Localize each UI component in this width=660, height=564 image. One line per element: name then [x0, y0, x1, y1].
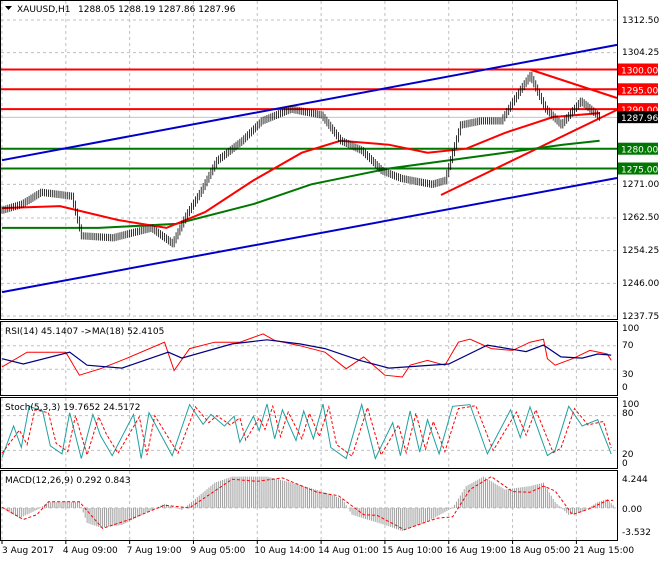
y-tick-label: 1304.25: [622, 48, 659, 58]
time-axis: 3 Aug 2017 4 Aug 09:00 7 Aug 19:00 9 Aug…: [2, 546, 634, 556]
macd-series: [1, 476, 614, 532]
x-tick-label: 15 Aug 10:00: [382, 546, 443, 556]
macd-panel-frame: [0, 470, 618, 541]
macd-title: MACD(12,26,9) 0.292 0.843: [5, 476, 131, 486]
stoch-main-line: [1, 402, 612, 460]
level-labels: 1300.00 1295.00 1290.00 1280.00 1275.00 …: [618, 63, 658, 176]
rsi-title: RSI(14) 45.1407 ->MA(18) 52.4105: [5, 327, 164, 337]
level-label-1300: 1300.00: [621, 67, 658, 77]
symbol-label: XAUUSD,H1: [17, 5, 71, 15]
moving-average-green: [2, 139, 600, 229]
ohlc-values: 1288.05 1288.19 1287.86 1287.96: [78, 5, 236, 15]
x-tick-label: 18 Aug 05:00: [510, 546, 571, 556]
x-tick-label: 3 Aug 2017: [2, 546, 54, 556]
collapse-triangle-icon[interactable]: [5, 6, 12, 10]
stoch-signal-line: [1, 404, 612, 458]
stoch-tick: 0: [622, 459, 628, 469]
macd-tick: 0.00: [622, 505, 642, 515]
y-tick-label: 1262.50: [622, 213, 659, 223]
y-tick-label: 1237.75: [622, 312, 659, 322]
rsi-tick: 0: [622, 383, 628, 393]
level-label-box: [618, 83, 658, 96]
price-overlays: [1, 43, 618, 294]
rsi-panel-frame: [0, 321, 618, 396]
current-price-label: 1287.96: [621, 114, 658, 124]
x-tick-label: 4 Aug 09:00: [63, 546, 118, 556]
x-tick-label: 7 Aug 19:00: [127, 546, 182, 556]
channel-upper-line: [1, 43, 618, 162]
triangle-upper-line: [529, 68, 618, 99]
level-label-box: [618, 63, 658, 76]
y-tick-label: 1246.00: [622, 279, 659, 289]
price-grid: [1, 1, 617, 544]
current-price-box: [618, 111, 658, 124]
moving-average-red: [1, 112, 600, 229]
stoch-tick: 20: [622, 450, 634, 460]
stoch-title: Stoch(5,3,3) 19.7652 24.5172: [5, 403, 140, 413]
stoch-tick: 80: [622, 409, 634, 419]
x-tick-label: 16 Aug 19:00: [446, 546, 507, 556]
rsi-series: [1, 333, 612, 378]
level-label-1295: 1295.00: [621, 86, 658, 96]
y-tick-label: 1312.50: [622, 16, 659, 26]
level-label-1290: 1290.00: [621, 106, 658, 116]
rsi-ma-line: [1, 339, 612, 369]
price-panel-frame: [0, 0, 618, 320]
channel-lower-line: [1, 177, 618, 294]
stoch-series: [1, 402, 612, 460]
triangle-lower-line: [440, 108, 618, 196]
macd-signal-line: [1, 476, 614, 531]
stoch-tick: 100: [622, 400, 639, 410]
rsi-tick: 70: [622, 341, 634, 351]
rsi-tick: 100: [622, 324, 639, 334]
macd-tick: -3.532: [622, 528, 651, 538]
x-tick-label: 10 Aug 14:00: [254, 546, 315, 556]
rsi-tick: 30: [622, 370, 634, 380]
level-label-box: [618, 142, 658, 155]
level-label-1280: 1280.00: [621, 146, 658, 156]
stoch-panel-frame: [0, 397, 618, 469]
price-panel[interactable]: XAUUSD,H1 1288.05 1288.19 1287.86 1287.9…: [0, 0, 660, 545]
level-label-box: [618, 162, 658, 175]
macd-tick: 4.244: [622, 475, 648, 485]
stochastic-panel[interactable]: Stoch(5,3,3) 19.7652 24.5172 100 80 20 0: [0, 397, 640, 470]
price-axis: 1312.50 1304.25 1271.00 1262.50 1254.25 …: [622, 16, 659, 322]
y-tick-label: 1254.25: [622, 246, 659, 256]
y-tick-label: 1271.00: [622, 180, 659, 190]
x-tick-label: 9 Aug 05:00: [190, 546, 245, 556]
rsi-panel[interactable]: RSI(14) 45.1407 ->MA(18) 52.4105 100 70 …: [0, 321, 640, 396]
rsi-line: [1, 333, 612, 378]
x-tick-label: 21 Aug 15:00: [573, 546, 634, 556]
macd-panel[interactable]: MACD(12,26,9) 0.292 0.843 4.244 0.00 -3.…: [0, 470, 652, 541]
level-label-1275: 1275.00: [621, 166, 658, 176]
header: XAUUSD,H1 1288.05 1288.19 1287.86 1287.9…: [5, 5, 236, 15]
x-tick-label: 14 Aug 01:00: [318, 546, 379, 556]
